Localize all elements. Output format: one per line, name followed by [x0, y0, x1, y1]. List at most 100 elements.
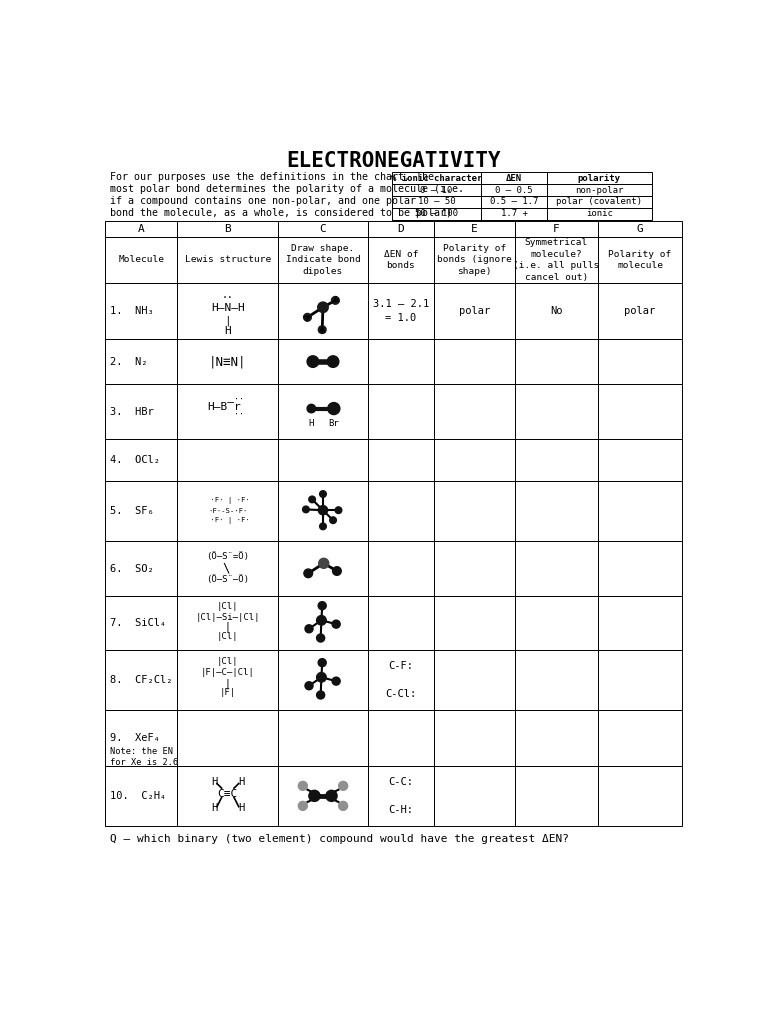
- Circle shape: [298, 781, 307, 791]
- Bar: [547, 172, 652, 184]
- Bar: [278, 766, 368, 826]
- Bar: [547, 184, 652, 196]
- Bar: [177, 481, 278, 541]
- Bar: [434, 439, 515, 481]
- Text: D: D: [397, 224, 404, 233]
- Circle shape: [316, 615, 326, 625]
- Bar: [515, 439, 598, 481]
- Text: ΔEN of
bonds: ΔEN of bonds: [383, 250, 418, 270]
- Circle shape: [335, 507, 342, 513]
- Text: 7.  SiCl₄: 7. SiCl₄: [110, 618, 166, 629]
- Circle shape: [339, 802, 348, 810]
- Bar: [598, 650, 682, 711]
- Text: polar: polar: [624, 306, 656, 316]
- Bar: [598, 339, 682, 384]
- Text: H: H: [210, 777, 217, 787]
- Text: 1.  NH₃: 1. NH₃: [110, 306, 154, 316]
- Bar: [434, 339, 515, 384]
- Text: |F|–C–|Cl|: |F|–C–|Cl|: [201, 669, 255, 677]
- Text: \: \: [223, 561, 230, 574]
- Text: ELECTRONEGATIVITY: ELECTRONEGATIVITY: [286, 151, 501, 171]
- Circle shape: [316, 691, 325, 699]
- Bar: [105, 481, 177, 541]
- Bar: [177, 650, 278, 711]
- Text: polar (covalent): polar (covalent): [556, 198, 642, 207]
- Bar: [177, 439, 278, 481]
- Circle shape: [303, 313, 311, 322]
- Text: % ionic character: % ionic character: [391, 174, 482, 182]
- Bar: [434, 237, 515, 283]
- Text: Draw shape.
Indicate bond
dipoles: Draw shape. Indicate bond dipoles: [286, 244, 360, 275]
- Bar: [177, 766, 278, 826]
- Bar: [434, 384, 515, 439]
- Bar: [515, 766, 598, 826]
- Text: |N≡N|: |N≡N|: [209, 355, 247, 368]
- Bar: [278, 596, 368, 650]
- Bar: [177, 711, 278, 766]
- Bar: [105, 711, 177, 766]
- Bar: [598, 481, 682, 541]
- Bar: [278, 439, 368, 481]
- Text: C≡C: C≡C: [217, 788, 238, 799]
- Text: ··: ··: [233, 395, 243, 404]
- Text: H–N–H: H–N–H: [211, 303, 245, 313]
- Bar: [482, 172, 547, 184]
- Text: 0.5 – 1.7: 0.5 – 1.7: [490, 198, 538, 207]
- Bar: [368, 237, 434, 283]
- Circle shape: [318, 302, 328, 312]
- Bar: [515, 384, 598, 439]
- Bar: [177, 237, 278, 283]
- Bar: [598, 596, 682, 650]
- Bar: [392, 184, 482, 196]
- Text: polarity: polarity: [578, 174, 621, 182]
- Bar: [515, 283, 598, 339]
- Text: No: No: [550, 306, 563, 316]
- Bar: [177, 283, 278, 339]
- Text: Note: the EN
for Xe is 2.6: Note: the EN for Xe is 2.6: [110, 748, 178, 767]
- Bar: [368, 384, 434, 439]
- Text: bond the molecule, as a whole, is considered to be polar): bond the molecule, as a whole, is consid…: [110, 208, 452, 218]
- Circle shape: [298, 802, 307, 810]
- Text: ΔEN: ΔEN: [506, 174, 522, 182]
- Bar: [515, 711, 598, 766]
- Circle shape: [333, 566, 341, 575]
- Bar: [598, 766, 682, 826]
- Text: 10 – 50: 10 – 50: [418, 198, 455, 207]
- Text: |Cl|: |Cl|: [217, 632, 239, 641]
- Bar: [482, 196, 547, 208]
- Bar: [547, 208, 652, 220]
- Bar: [278, 220, 368, 237]
- Bar: [278, 541, 368, 596]
- Text: F: F: [553, 224, 560, 233]
- Text: Polarity of
bonds (ignore
shape): Polarity of bonds (ignore shape): [437, 244, 511, 275]
- Text: 3.1 – 2.1
= 1.0: 3.1 – 2.1 = 1.0: [372, 299, 429, 324]
- Bar: [105, 439, 177, 481]
- Bar: [177, 220, 278, 237]
- Circle shape: [316, 634, 325, 642]
- Text: |F|: |F|: [220, 688, 236, 697]
- Circle shape: [319, 490, 326, 498]
- Text: 0 – 0.5: 0 – 0.5: [495, 185, 533, 195]
- Bar: [515, 650, 598, 711]
- Circle shape: [304, 569, 313, 578]
- Text: ·F· | ·F·: ·F· | ·F·: [206, 517, 250, 524]
- Text: 6.  SO₂: 6. SO₂: [110, 563, 154, 573]
- Bar: [434, 766, 515, 826]
- Circle shape: [318, 658, 326, 667]
- Bar: [434, 481, 515, 541]
- Bar: [392, 208, 482, 220]
- Circle shape: [332, 621, 340, 628]
- Text: H: H: [309, 420, 314, 428]
- Bar: [434, 283, 515, 339]
- Text: A: A: [138, 224, 144, 233]
- Bar: [392, 196, 482, 208]
- Circle shape: [318, 326, 326, 334]
- Bar: [392, 172, 482, 184]
- Text: H: H: [210, 803, 217, 813]
- Text: |: |: [225, 622, 230, 633]
- Text: 2.  N₂: 2. N₂: [110, 356, 147, 367]
- Text: |: |: [225, 678, 230, 689]
- Circle shape: [329, 517, 336, 523]
- Text: H–B̅r: H–B̅r: [207, 402, 241, 412]
- Bar: [515, 339, 598, 384]
